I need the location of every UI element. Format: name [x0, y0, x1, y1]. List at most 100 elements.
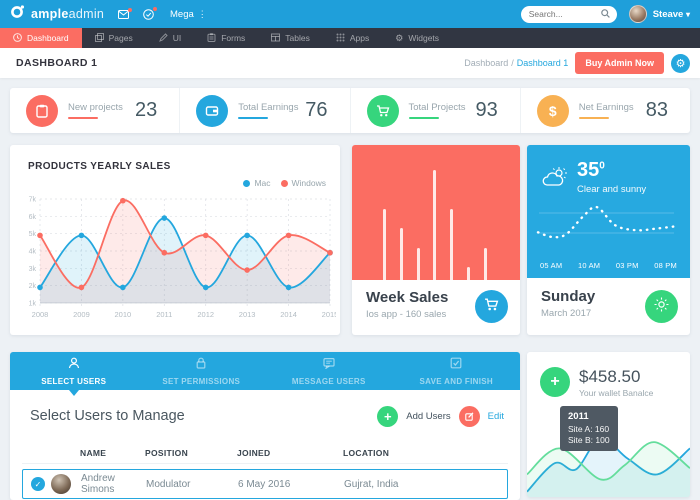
nav-item-apps[interactable]: Apps — [323, 28, 382, 48]
edit-label[interactable]: Edit — [487, 411, 504, 422]
stat-underline — [578, 117, 609, 119]
breadcrumb-root[interactable]: Dashboard — [464, 58, 509, 68]
settings-fab[interactable]: ⚙ — [671, 53, 690, 73]
pages-icon — [94, 32, 104, 44]
legend-dot — [243, 179, 251, 187]
clock-icon — [13, 32, 22, 44]
weather-condition: Clear and sunny — [577, 184, 647, 195]
notification-badge — [153, 6, 157, 11]
cell-joined: 6 May 2016 — [238, 478, 291, 490]
main-nav: Dashboard Pages UI Forms Tables Apps ⚙ W… — [0, 28, 700, 48]
stat-total-projects: Total Projects 93 — [349, 88, 520, 133]
add-users-label[interactable]: Add Users — [406, 411, 451, 422]
cloud-sun-icon — [542, 166, 570, 195]
messages-icon[interactable] — [118, 7, 132, 19]
stat-new-projects: New projects 23 — [10, 88, 179, 133]
add-users-button[interactable]: + — [377, 406, 399, 427]
cart-icon — [484, 297, 499, 317]
stats-summary-card: New projects 23 Total Earnings 76 Total … — [10, 88, 690, 133]
logo-icon — [10, 4, 25, 24]
table-row[interactable]: ✓ Andrew Simons Modulator 6 May 2016 Guj… — [22, 469, 508, 499]
row-avatar — [51, 474, 71, 494]
add-funds-button[interactable]: + — [540, 367, 570, 397]
section-title: Select Users to Manage — [30, 408, 185, 424]
stat-value: 93 — [475, 99, 498, 121]
cart-button[interactable] — [475, 290, 508, 323]
tab-message-users[interactable]: MESSAGE USERS — [265, 352, 393, 390]
nav-item-pages[interactable]: Pages — [82, 28, 146, 48]
row-checkbox[interactable]: ✓ — [31, 477, 45, 491]
edit-button[interactable] — [458, 406, 480, 427]
wallet-icon — [196, 94, 229, 127]
tab-save-and-finish[interactable]: SAVE AND FINISH — [393, 352, 521, 390]
check-square-icon — [450, 356, 462, 374]
nav-item-dashboard[interactable]: Dashboard — [0, 28, 82, 48]
user-menu[interactable]: Steave ▾ — [653, 9, 690, 20]
notification-badge — [128, 7, 132, 12]
chart-legend: Mac Windows — [243, 178, 326, 188]
col-position[interactable]: POSITION — [145, 447, 189, 458]
cell-location: Gujrat, India — [344, 478, 399, 490]
legend-mac[interactable]: Mac — [243, 178, 271, 188]
clipboard-icon — [207, 32, 216, 44]
cart-icon — [366, 94, 399, 127]
gear-icon: ⚙ — [675, 57, 686, 70]
weather-month: March 2017 — [541, 308, 592, 319]
svg-text:2009: 2009 — [73, 310, 90, 319]
mega-menu[interactable]: Mega ⋮ — [170, 9, 207, 20]
weather-times: 05 AM 10 AM 03 PM 08 PM — [540, 261, 677, 270]
tab-select-users[interactable]: SELECT USERS — [10, 352, 138, 390]
nav-item-ui[interactable]: UI — [146, 28, 195, 48]
buy-admin-button[interactable]: Buy Admin Now — [575, 52, 664, 74]
tab-set-permissions[interactable]: SET PERMISSIONS — [138, 352, 266, 390]
svg-text:3k: 3k — [29, 266, 37, 273]
temperature: 350 — [577, 159, 605, 181]
wallet-label: Your wallet Banalce — [579, 388, 654, 398]
svg-text:2011: 2011 — [156, 310, 172, 319]
week-sales-bar — [433, 170, 437, 280]
edit-pencil-icon — [464, 408, 474, 426]
tasks-icon[interactable] — [143, 6, 157, 20]
clipboard-icon — [26, 94, 58, 127]
user-icon — [68, 356, 80, 374]
svg-text:2014: 2014 — [280, 310, 297, 319]
brand-name: ampleadmin — [31, 7, 105, 21]
col-location[interactable]: LOCATION — [343, 447, 390, 458]
search-icon[interactable] — [600, 5, 610, 23]
week-sales-title: Week Sales — [366, 289, 449, 306]
svg-text:2015: 2015 — [322, 310, 336, 319]
stat-underline — [68, 117, 98, 119]
users-table: NAME POSITION JOINED LOCATION ✓ Andrew S… — [22, 442, 508, 499]
svg-text:4k: 4k — [29, 249, 37, 256]
chart-tooltip: 2011 Site A: 160 Site B: 100 — [560, 406, 618, 451]
week-sales-bar — [450, 209, 454, 280]
stat-underline — [238, 117, 269, 119]
week-sales-subtitle: Ios app - 160 sales — [366, 309, 447, 320]
svg-text:2012: 2012 — [197, 310, 214, 319]
nav-item-tables[interactable]: Tables — [258, 28, 323, 48]
week-sales-bar — [399, 228, 403, 280]
legend-windows[interactable]: Windows — [280, 178, 326, 188]
sun-icon — [654, 297, 669, 317]
breadcrumb-bar: DASHBOARD 1 Dashboard / Dashboard 1 Buy Ad… — [0, 48, 700, 78]
breadcrumb-current: Dashboard 1 — [516, 58, 569, 68]
nav-item-forms[interactable]: Forms — [194, 28, 258, 48]
user-avatar[interactable] — [628, 5, 647, 23]
plus-icon: + — [383, 409, 392, 424]
col-name[interactable]: NAME — [80, 447, 107, 458]
page-title: DASHBOARD 1 — [16, 57, 98, 69]
weather-line-chart — [536, 205, 680, 239]
nav-item-widgets[interactable]: ⚙ Widgets — [395, 32, 440, 44]
col-joined[interactable]: JOINED — [237, 447, 271, 458]
svg-text:5k: 5k — [29, 231, 37, 238]
brand-logo[interactable]: ampleadmin — [0, 4, 104, 24]
sun-button[interactable] — [645, 290, 678, 323]
lock-icon — [195, 356, 207, 374]
table-icon — [271, 33, 281, 44]
stat-total-earnings: Total Earnings 76 — [179, 88, 349, 133]
search-input[interactable] — [528, 9, 601, 19]
stat-net-earnings: $ Net Earnings 83 — [519, 88, 690, 133]
vertical-dots-icon: ⋮ — [197, 8, 207, 19]
check-icon: ✓ — [34, 479, 42, 489]
